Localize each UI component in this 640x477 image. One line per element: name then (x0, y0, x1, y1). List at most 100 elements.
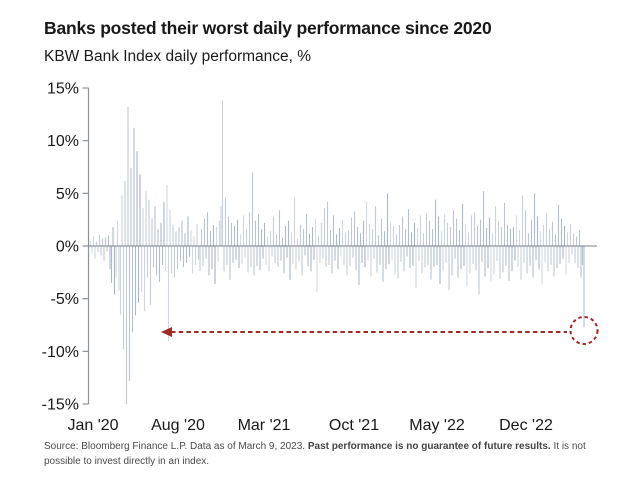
bar (98, 234, 101, 246)
bar (314, 218, 317, 246)
bar (290, 232, 293, 246)
bar (551, 221, 554, 246)
bar (94, 246, 96, 259)
bar (419, 215, 422, 246)
bar (335, 234, 338, 246)
bar (322, 246, 324, 259)
bar (298, 246, 300, 262)
bar (377, 235, 380, 246)
bar (434, 199, 437, 246)
bar (194, 246, 197, 265)
bar (566, 232, 569, 246)
bar (371, 229, 374, 246)
bar (404, 229, 407, 246)
chart-title: Banks posted their worst daily performan… (44, 18, 492, 38)
bar (262, 246, 264, 259)
bar (359, 233, 362, 246)
bar (248, 212, 251, 246)
bar (427, 246, 429, 265)
bar (394, 246, 396, 275)
bar (142, 208, 144, 246)
bar (104, 237, 107, 246)
bar (100, 246, 102, 256)
bar (479, 219, 482, 246)
bar (292, 246, 294, 264)
bar (202, 246, 204, 267)
bar (469, 246, 471, 274)
bar (515, 215, 518, 246)
bar (565, 246, 567, 275)
bar (508, 246, 510, 281)
bar (160, 222, 162, 246)
bar (473, 212, 476, 246)
bar (128, 246, 131, 381)
bar (193, 236, 195, 246)
bar (415, 246, 417, 289)
bar (458, 230, 461, 246)
bar (212, 224, 215, 246)
bar (95, 241, 98, 246)
bar (364, 246, 366, 268)
bar (523, 246, 525, 263)
bar (481, 246, 483, 262)
bar (106, 246, 108, 252)
bar (301, 246, 303, 276)
bar (236, 219, 239, 246)
y-tick-label: -15% (42, 397, 79, 414)
bar (206, 212, 209, 246)
bar (116, 220, 119, 246)
bar (547, 246, 549, 272)
bar (356, 227, 359, 246)
y-tick-label: 10% (47, 133, 79, 150)
bar (548, 229, 551, 246)
bar (478, 246, 480, 295)
bar (163, 201, 165, 246)
bar (445, 246, 447, 263)
bar (161, 246, 164, 265)
bar (311, 227, 314, 246)
bar (388, 246, 390, 264)
bar (89, 240, 92, 246)
bar (581, 246, 584, 265)
source-text-suffix: It is not possible to invest directly in… (44, 441, 586, 467)
x-tick-label: Jan '20 (67, 417, 118, 434)
bar (259, 246, 261, 271)
bar (484, 246, 486, 277)
bar (410, 232, 413, 246)
bar (326, 201, 329, 246)
bar (536, 216, 539, 246)
bar (182, 246, 185, 268)
bar (190, 230, 192, 246)
bar (244, 246, 246, 258)
bar (187, 216, 189, 246)
bar (223, 246, 225, 272)
bar (197, 246, 200, 260)
bar (118, 246, 120, 291)
bar (365, 201, 368, 246)
bar (272, 216, 275, 246)
bar (386, 193, 389, 246)
bar (485, 228, 488, 246)
bar (560, 218, 563, 246)
bar (464, 223, 467, 246)
bar (196, 223, 198, 246)
bar (278, 210, 281, 246)
bar (269, 231, 272, 246)
bar (293, 197, 296, 246)
bar (340, 246, 342, 257)
bar (382, 246, 384, 282)
bar (337, 246, 339, 270)
bar (401, 216, 404, 246)
bar (103, 246, 105, 261)
bar (463, 246, 465, 267)
bar (575, 236, 578, 246)
highlight-circle (569, 316, 599, 345)
bar (320, 222, 323, 246)
bar (466, 246, 468, 287)
bar (527, 233, 530, 246)
bar (253, 246, 255, 276)
x-tick-label: Mar '21 (238, 417, 291, 434)
bar (353, 211, 356, 246)
